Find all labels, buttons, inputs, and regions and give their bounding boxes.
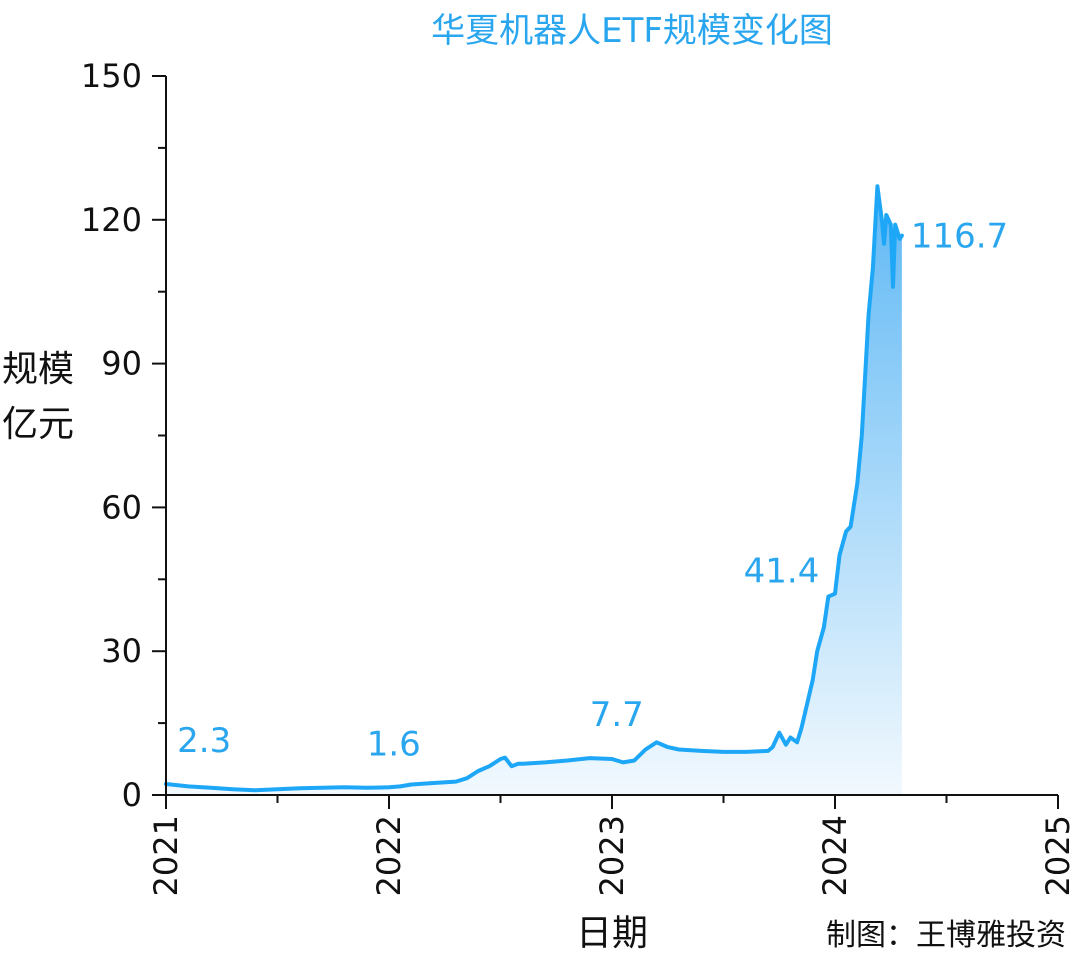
x-axis-title: 日期 [576,913,648,954]
data-label: 1.6 [367,724,421,764]
data-label: 116.7 [911,217,1008,257]
data-label: 41.4 [744,552,820,592]
series-line [164,184,904,793]
axes: 0 30 60 90 120 150 2021 2022 2023 2024 2025 [81,57,1077,896]
data-label: 7.7 [590,695,644,735]
y-axis-title-line2: 亿元 [2,404,74,445]
x-tick-label: 2021 [147,815,185,896]
data-annotations: 2.3 1.6 7.7 41.4 116.7 [177,217,1008,765]
x-tick-label: 2023 [593,815,631,896]
x-tick-label: 2025 [1039,815,1077,896]
y-tick-label: 150 [81,57,142,95]
data-label: 2.3 [177,721,231,761]
series-area-fill [166,186,902,795]
y-tick-label: 30 [101,632,142,670]
x-tick-label: 2022 [370,815,408,896]
y-tick-label: 120 [81,201,142,239]
y-tick-label: 90 [101,345,142,383]
plot-area [164,184,904,795]
x-tick-label: 2024 [816,815,854,896]
y-tick-label: 60 [101,488,142,526]
y-axis-title-line1: 规模 [2,349,74,390]
chart-title: 华夏机器人ETF规模变化图 [431,11,833,51]
chart-credit: 制图：王博雅投资 [826,918,1066,953]
y-tick-label: 0 [122,776,142,814]
